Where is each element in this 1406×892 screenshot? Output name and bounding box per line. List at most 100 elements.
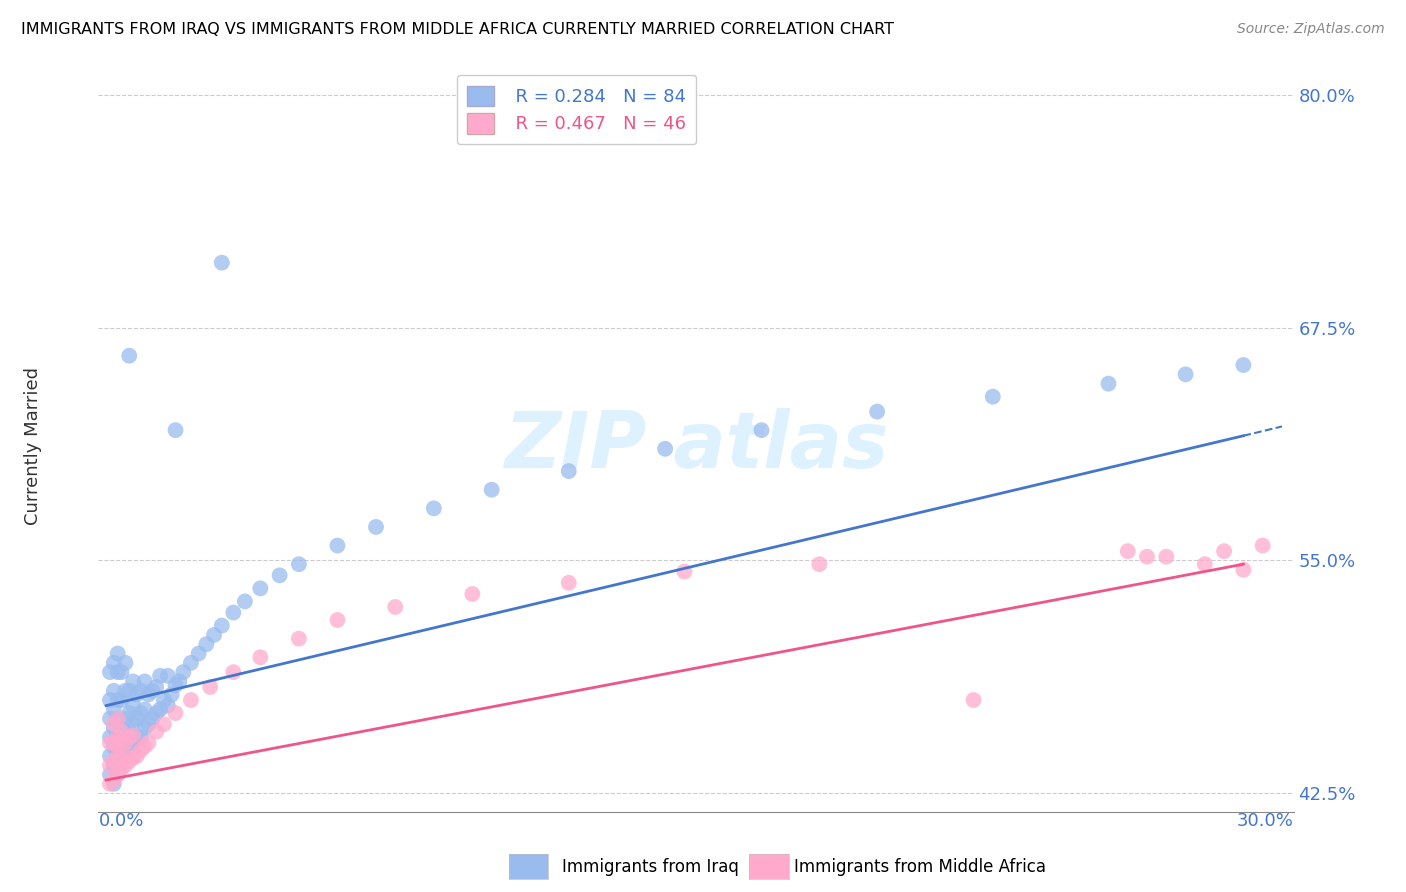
Text: Source: ZipAtlas.com: Source: ZipAtlas.com [1237, 22, 1385, 37]
Point [103, 758, 125, 772]
Point [98, 767, 121, 781]
Point [145, 680, 167, 694]
Point [107, 767, 129, 781]
Point [288, 557, 311, 571]
Point [134, 721, 156, 735]
Point [981, 390, 1004, 404]
Point [141, 712, 163, 726]
Point [962, 693, 984, 707]
Text: 30.0%: 30.0% [1237, 812, 1294, 830]
Point [98, 758, 121, 772]
Point [98, 736, 121, 750]
Point [180, 693, 202, 707]
Point [103, 717, 125, 731]
Point [114, 748, 136, 763]
Point [118, 739, 141, 754]
Point [211, 618, 233, 632]
Point [114, 712, 136, 726]
Point [288, 632, 311, 646]
Point [122, 698, 145, 713]
Point [326, 613, 349, 627]
Point [107, 748, 129, 763]
Point [118, 755, 141, 769]
Point [107, 748, 129, 763]
Point [103, 656, 125, 670]
Point [122, 717, 145, 731]
Point [114, 736, 136, 750]
Point [180, 656, 202, 670]
Point [118, 724, 141, 739]
Point [866, 404, 889, 418]
Point [222, 665, 245, 680]
Point [125, 712, 148, 726]
Legend:   R = 0.284   N = 84,   R = 0.467   N = 46: R = 0.284 N = 84, R = 0.467 N = 46 [457, 75, 696, 145]
Point [156, 698, 179, 713]
Point [107, 712, 129, 726]
Point [1116, 544, 1139, 558]
Point [153, 717, 176, 731]
Point [129, 731, 152, 745]
Point [145, 724, 167, 739]
Point [118, 731, 141, 745]
Point [141, 683, 163, 698]
Point [114, 683, 136, 698]
Point [326, 539, 349, 553]
Point [1251, 539, 1274, 553]
Point [103, 702, 125, 716]
Point [129, 743, 152, 757]
Point [558, 575, 581, 590]
Point [169, 674, 191, 689]
Point [1136, 549, 1159, 564]
Point [461, 587, 484, 601]
Point [103, 773, 125, 788]
Point [107, 731, 129, 745]
Point [129, 683, 152, 698]
Point [107, 712, 129, 726]
Point [103, 721, 125, 735]
Point [269, 568, 291, 582]
Point [98, 665, 121, 680]
Point [200, 680, 222, 694]
Point [98, 731, 121, 745]
Point [149, 669, 172, 683]
Point [481, 483, 503, 497]
Point [149, 702, 172, 716]
Point [138, 717, 160, 731]
Text: 0.0%: 0.0% [98, 812, 143, 830]
Point [122, 674, 145, 689]
Point [202, 628, 225, 642]
Point [751, 423, 773, 437]
Text: Immigrants from Iraq: Immigrants from Iraq [562, 858, 740, 876]
Point [110, 721, 132, 735]
Point [110, 739, 132, 754]
Point [107, 647, 129, 661]
Point [160, 688, 183, 702]
Point [134, 674, 156, 689]
Point [1213, 544, 1236, 558]
Point [673, 565, 696, 579]
Point [211, 255, 233, 269]
Point [165, 423, 187, 437]
Point [153, 693, 176, 707]
Point [118, 706, 141, 720]
Point [138, 736, 160, 750]
Text: Immigrants from Middle Africa: Immigrants from Middle Africa [794, 858, 1046, 876]
Point [1194, 557, 1216, 571]
Point [423, 501, 446, 516]
Point [114, 731, 136, 745]
Point [107, 767, 129, 781]
Text: Currently Married: Currently Married [24, 367, 42, 525]
Point [249, 650, 271, 665]
Point [195, 637, 218, 651]
Point [125, 688, 148, 702]
Point [107, 665, 129, 680]
Point [134, 702, 156, 716]
Point [103, 683, 125, 698]
Point [118, 683, 141, 698]
Point [125, 731, 148, 745]
Point [1156, 549, 1178, 564]
Point [98, 777, 121, 791]
Point [114, 656, 136, 670]
Point [364, 520, 387, 534]
Point [1174, 368, 1197, 382]
